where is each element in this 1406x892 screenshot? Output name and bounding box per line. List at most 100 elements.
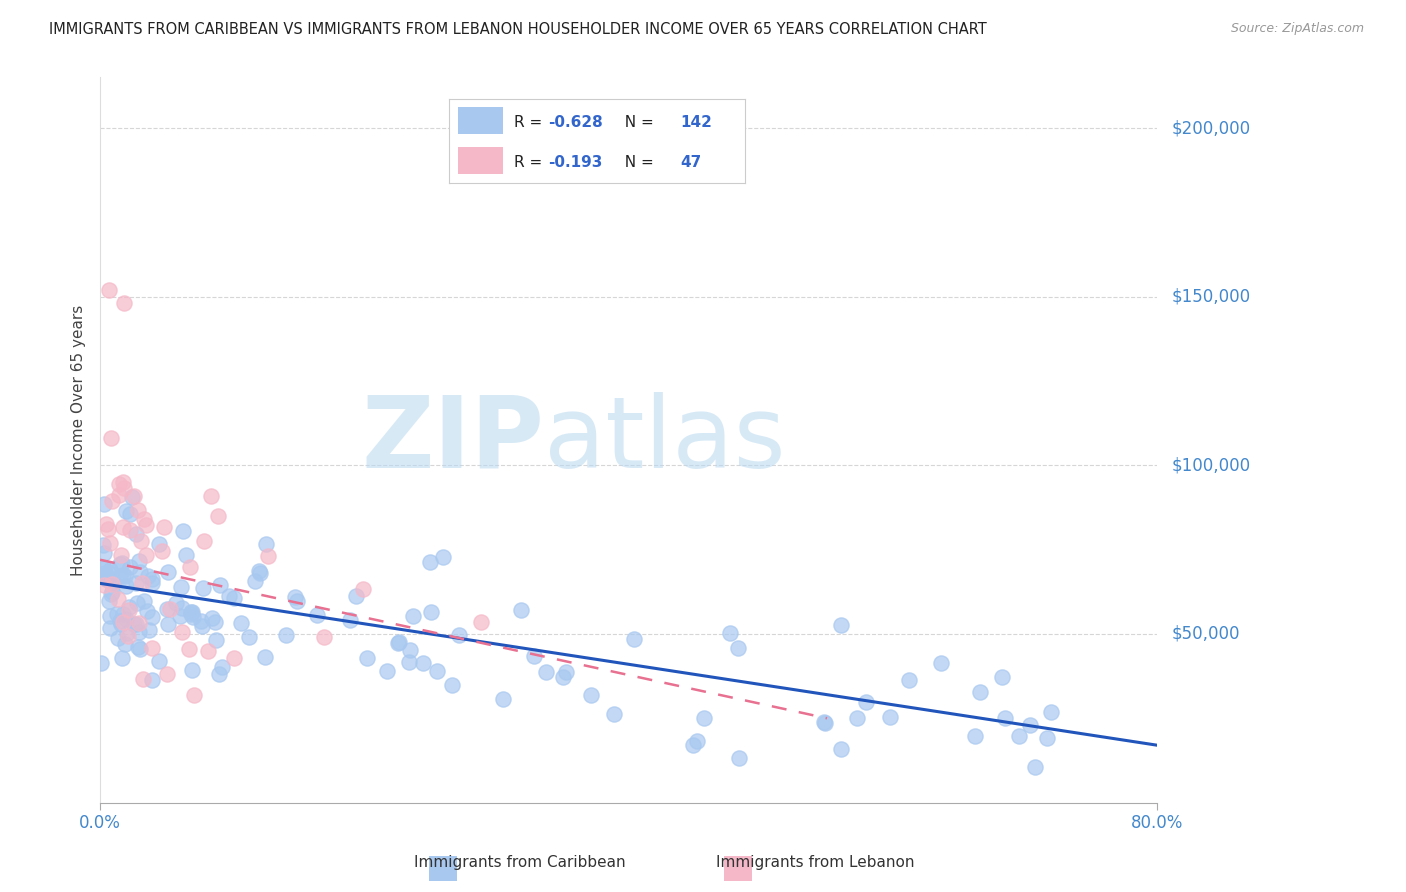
Point: [211, 660, 233, 674]
Point: [200, 489, 222, 503]
Point: [118, 524, 141, 538]
Point: [125, 617, 148, 632]
Point: [100, 608, 122, 623]
Point: [157, 616, 180, 631]
Point: [127, 502, 149, 516]
Point: [204, 615, 226, 629]
Point: [98, 621, 121, 635]
Point: [108, 569, 131, 583]
Point: [339, 613, 361, 627]
Point: [813, 715, 835, 730]
Point: [238, 630, 260, 644]
Point: [718, 625, 741, 640]
Point: [153, 520, 176, 534]
Point: [398, 643, 420, 657]
Point: [179, 559, 201, 574]
Point: [555, 665, 578, 679]
Point: [94, 517, 117, 532]
Point: [122, 616, 145, 631]
Point: [284, 590, 307, 604]
Point: [114, 637, 136, 651]
Point: [208, 578, 231, 592]
Point: [141, 572, 163, 586]
Point: [170, 581, 193, 595]
Point: [135, 518, 157, 533]
Point: [1024, 760, 1046, 774]
Point: [193, 533, 215, 548]
Point: [855, 695, 877, 709]
Point: [159, 601, 181, 615]
Point: [125, 527, 148, 541]
Point: [603, 706, 626, 721]
Point: [201, 611, 224, 625]
Point: [727, 641, 749, 656]
Point: [108, 488, 131, 502]
Point: [141, 576, 163, 591]
Point: [419, 555, 441, 569]
Point: [110, 617, 132, 632]
Y-axis label: Householder Income Over 65 years: Householder Income Over 65 years: [72, 304, 86, 575]
Point: [728, 751, 751, 765]
Point: [682, 738, 704, 752]
Point: [492, 692, 515, 706]
Point: [176, 549, 198, 563]
Text: $200,000: $200,000: [1171, 119, 1250, 137]
Point: [129, 642, 152, 657]
Point: [285, 593, 308, 607]
Point: [208, 666, 231, 681]
Point: [100, 536, 122, 550]
Point: [190, 614, 212, 628]
Point: [247, 564, 270, 578]
Point: [156, 601, 179, 615]
Point: [107, 631, 129, 645]
Point: [402, 608, 425, 623]
Point: [177, 641, 200, 656]
Point: [127, 640, 149, 654]
Point: [440, 678, 463, 692]
Point: [135, 548, 157, 562]
Point: [150, 543, 173, 558]
Point: [224, 651, 246, 665]
Point: [897, 673, 920, 687]
Point: [141, 610, 163, 624]
Point: [93, 561, 115, 575]
Point: [222, 591, 245, 605]
Point: [100, 494, 122, 508]
Point: [97, 573, 120, 587]
Point: [963, 729, 986, 743]
Point: [107, 591, 129, 606]
Point: [127, 596, 149, 610]
Point: [111, 568, 134, 582]
Point: [257, 549, 280, 563]
Point: [108, 557, 131, 571]
Point: [305, 607, 328, 622]
Point: [110, 651, 132, 665]
Point: [1036, 731, 1059, 746]
Point: [110, 548, 132, 562]
Point: [135, 605, 157, 619]
Point: [551, 670, 574, 684]
Point: [218, 590, 240, 604]
Text: Source: ZipAtlas.com: Source: ZipAtlas.com: [1230, 22, 1364, 36]
Point: [523, 648, 546, 663]
Point: [191, 619, 214, 633]
Point: [830, 742, 852, 756]
Point: [117, 629, 139, 643]
Point: [814, 716, 837, 731]
Point: [118, 508, 141, 522]
Point: [1040, 705, 1063, 719]
Point: [344, 589, 367, 603]
Point: [105, 607, 128, 622]
Point: [387, 636, 409, 650]
Point: [112, 475, 135, 490]
Point: [165, 596, 187, 610]
Point: [426, 664, 449, 678]
Point: [375, 664, 398, 678]
Point: [132, 594, 155, 608]
Point: [274, 628, 297, 642]
Point: [112, 296, 135, 310]
Point: [141, 640, 163, 655]
Point: [91, 561, 114, 575]
Point: [534, 665, 557, 679]
Point: [120, 559, 142, 574]
